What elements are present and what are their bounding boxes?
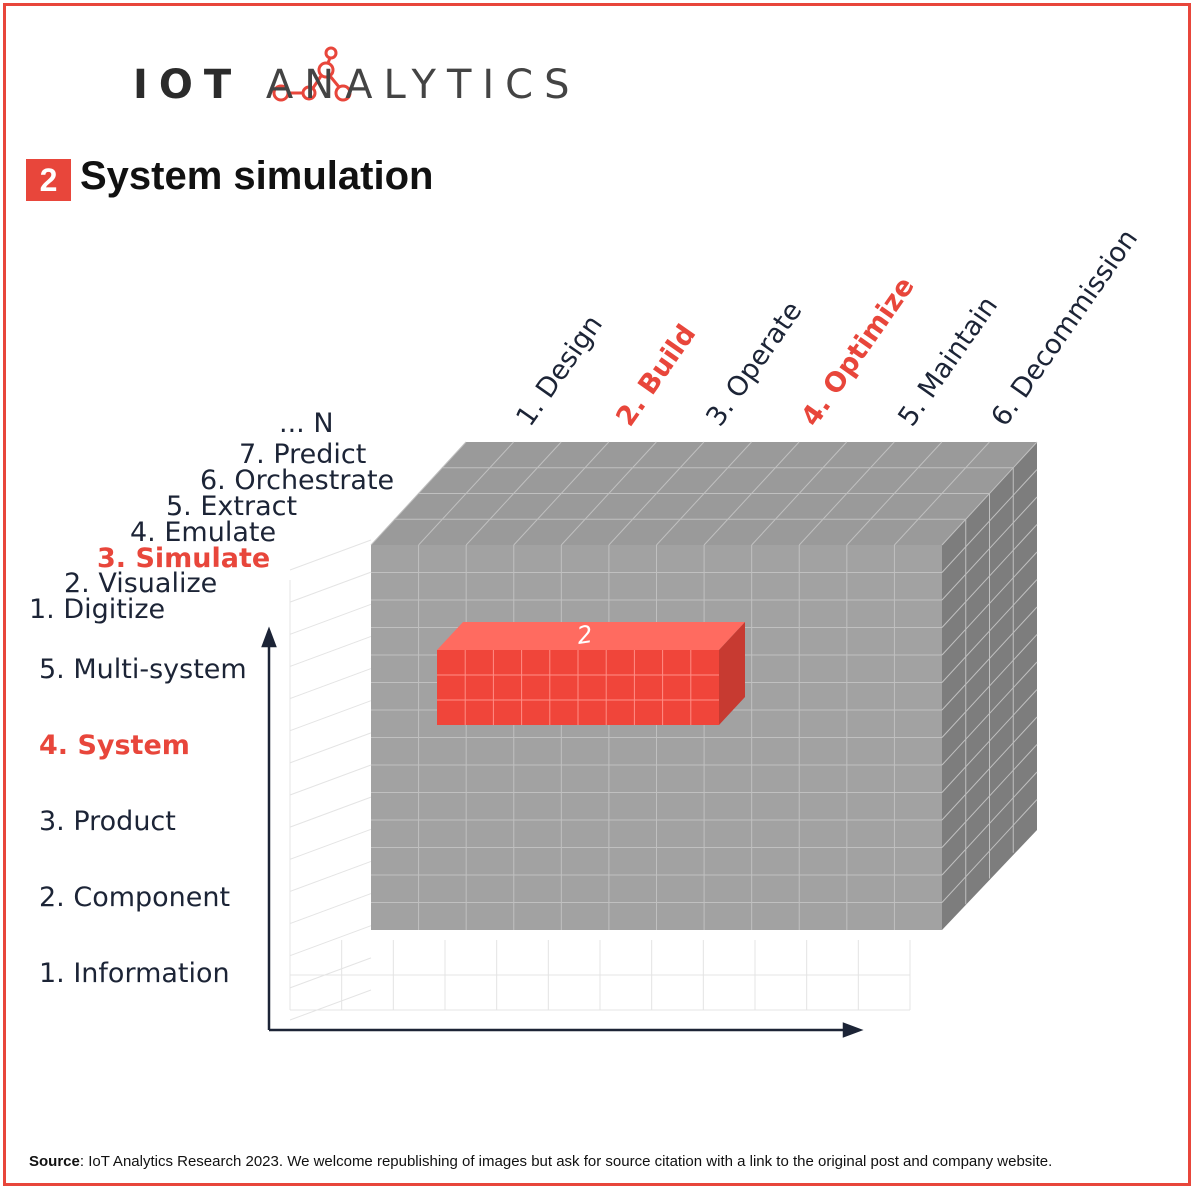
ghost-grid-line — [289, 635, 372, 667]
capability-label: 6. Orchestrate — [200, 465, 394, 496]
brand-name: IOT ANALYTICS — [133, 62, 581, 108]
ghost-grid-line — [289, 860, 372, 892]
brand-name-light: ANALYTICS — [265, 62, 581, 108]
cube-grid-line — [941, 689, 1038, 793]
ghost-grid-line — [289, 668, 372, 700]
lifecycle-label: 3. Operate — [700, 296, 808, 432]
lifecycle-label: 6. Decommission — [985, 224, 1144, 432]
capability-label: 4. Emulate — [130, 517, 276, 548]
capability-label: 1. Digitize — [29, 594, 165, 625]
source-note: Source: IoT Analytics Research 2023. We … — [29, 1153, 1052, 1170]
scope-label: 5. Multi-system — [39, 654, 247, 685]
source-text: : IoT Analytics Research 2023. We welcom… — [79, 1153, 1053, 1170]
lifecycle-label: 2. Build — [610, 319, 702, 432]
ghost-grid-line — [289, 571, 372, 603]
cube-grid-line — [941, 579, 1038, 683]
logo-icon — [272, 46, 352, 102]
ghost-grid-line — [289, 989, 372, 1021]
ghost-grid-line — [289, 796, 372, 828]
cube-grid — [370, 441, 1038, 930]
scope-label: 1. Information — [39, 958, 230, 989]
ghost-grid — [289, 539, 911, 1021]
cube-grid-line — [941, 469, 1038, 573]
capability-label: ... N — [279, 408, 334, 439]
scope-label: 4. System — [39, 730, 190, 761]
scope-label: 3. Product — [39, 806, 176, 837]
ghost-grid-line — [289, 732, 372, 764]
ghost-grid-line — [289, 539, 372, 571]
cube-grid-line — [941, 606, 1038, 711]
ghost-grid-line — [289, 603, 372, 635]
capability-label: 2. Visualize — [64, 568, 217, 599]
ghost-grid-line — [289, 700, 372, 732]
cube-grid-line — [941, 716, 1038, 821]
capability-label: 7. Predict — [239, 439, 366, 470]
cube-grid-line — [941, 524, 1038, 628]
ghost-grid-line — [289, 925, 372, 957]
ghost-grid-line — [289, 764, 372, 796]
x-axis-arrow-icon — [842, 1022, 864, 1038]
cube-grid-line — [941, 771, 1038, 876]
page-title: System simulation — [80, 154, 434, 198]
ghost-grid-line — [289, 893, 372, 925]
axes — [261, 626, 864, 1038]
scope-label: 2. Component — [39, 882, 230, 913]
capability-label: 5. Extract — [166, 491, 297, 522]
cube-grid-line — [941, 799, 1038, 903]
source-label: Source — [29, 1153, 80, 1170]
highlight-block-top — [437, 622, 745, 650]
ghost-grid-line — [289, 828, 372, 860]
cube-grid-line — [941, 551, 1038, 656]
highlight-block-grid — [437, 650, 719, 725]
highlight-block-side — [719, 622, 745, 725]
cube-grid-line — [941, 661, 1038, 766]
title-number-badge: 2 — [26, 159, 71, 201]
ghost-grid-line — [289, 957, 372, 989]
lifecycle-label: 1. Design — [510, 310, 609, 432]
y-axis-arrow-icon — [261, 626, 277, 648]
cube-grid-line — [941, 634, 1038, 738]
brand-name-bold: IOT — [133, 62, 243, 108]
cube-grid-line — [941, 744, 1038, 848]
cube-grid-line — [941, 496, 1038, 601]
highlight-block-label: 2 — [575, 620, 594, 650]
scope-axis: 5. Multi-system 4. System 3. Product 2. Com… — [39, 654, 247, 989]
capability-label: 3. Simulate — [97, 543, 270, 574]
